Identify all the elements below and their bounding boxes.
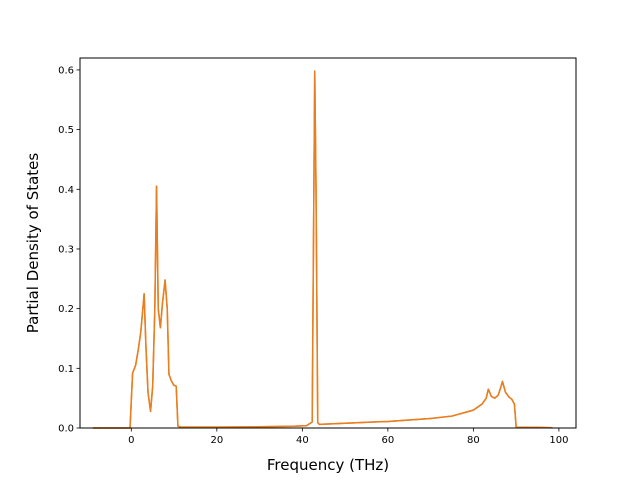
x-tick-label: 100 (549, 435, 568, 446)
y-axis-ticks: 0.0 0.1 0.2 0.3 0.4 0.5 0.6 (58, 65, 80, 435)
x-tick-label: 60 (381, 435, 394, 446)
y-tick-label: 0.1 (58, 364, 74, 375)
y-tick-label: 0.5 (58, 125, 74, 136)
y-tick-label: 0.4 (58, 185, 74, 196)
x-tick-label: 0 (128, 435, 134, 446)
y-axis-label: Partial Density of States (24, 153, 42, 334)
x-tick-label: 80 (467, 435, 480, 446)
y-tick-label: 0.0 (58, 424, 74, 435)
series-line-2 (92, 70, 553, 429)
x-tick-label: 40 (296, 435, 309, 446)
y-tick-label: 0.2 (58, 304, 74, 315)
x-tick-label: 20 (210, 435, 223, 446)
y-tick-label: 0.6 (58, 65, 74, 76)
y-tick-label: 0.3 (58, 244, 74, 255)
x-axis-label: Frequency (THz) (267, 456, 389, 474)
plot-frame (79, 57, 577, 429)
x-axis-ticks: 0 20 40 60 80 100 (128, 428, 568, 446)
series-layer (92, 70, 553, 429)
